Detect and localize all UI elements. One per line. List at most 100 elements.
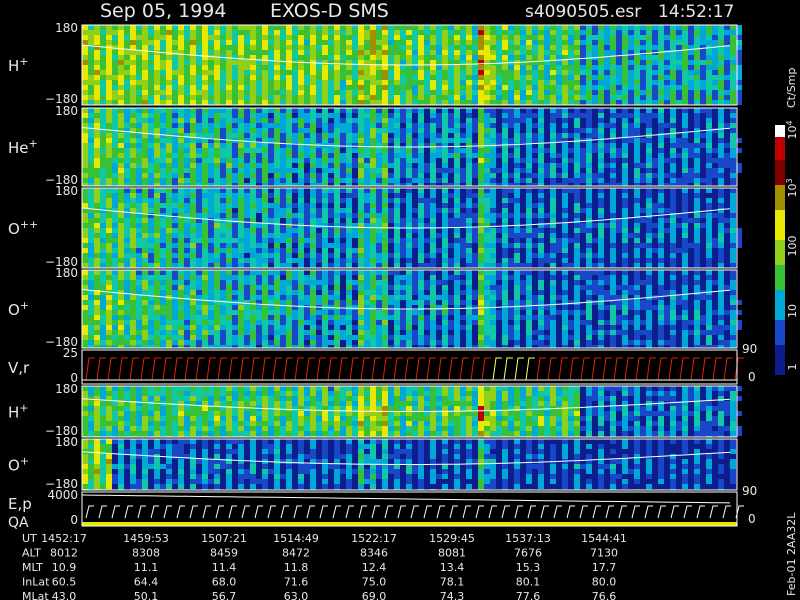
spectrogram-cell: [208, 330, 214, 335]
spectrogram-cell: [382, 183, 388, 186]
spectrogram-cell: [736, 30, 742, 35]
spectrogram-cell: [316, 90, 322, 95]
spectrogram-cell: [106, 258, 112, 263]
spectrogram-cell: [730, 203, 736, 208]
spectrogram-cell: [196, 108, 202, 113]
spectrogram-cell: [124, 65, 130, 70]
spectrogram-cell: [328, 228, 334, 233]
spectrogram-cell: [316, 158, 322, 163]
spectrogram-cell: [658, 193, 664, 198]
spectrogram-cell: [730, 113, 736, 118]
spectrogram-cell: [106, 80, 112, 85]
spectrogram-cell: [466, 148, 472, 153]
spectrogram-cell: [208, 305, 214, 310]
spectrogram-cell: [490, 188, 496, 193]
spectrogram-cell: [202, 158, 208, 163]
spectrogram-cell: [94, 128, 100, 133]
spectrogram-cell: [82, 178, 88, 183]
spectrogram-cell: [178, 203, 184, 208]
spectrogram-cell: [328, 163, 334, 168]
spectrogram-cell: [556, 60, 562, 65]
spectrogram-cell: [364, 183, 370, 186]
spectrogram-cell: [178, 213, 184, 218]
spectrogram-cell: [238, 263, 244, 268]
spectrogram-cell: [346, 173, 352, 178]
spectrogram-cell: [526, 118, 532, 123]
spectrogram-cell: [220, 203, 226, 208]
spectrogram-cell: [382, 218, 388, 223]
spectrogram-cell: [646, 25, 652, 30]
spectrogram-cell: [262, 70, 268, 75]
spectrogram-cell: [118, 243, 124, 248]
spectrogram-cell: [358, 198, 364, 203]
spectrogram-cell: [460, 168, 466, 173]
spectrogram-cell: [358, 138, 364, 143]
spectrogram-cell: [322, 148, 328, 153]
spectrogram-cell: [160, 335, 166, 340]
spectrogram-cell: [250, 60, 256, 65]
spectrogram-cell: [676, 80, 682, 85]
spectrogram-cell: [694, 65, 700, 70]
spectrogram-cell: [112, 243, 118, 248]
spectrogram-cell: [82, 25, 88, 30]
spectrogram-cell: [490, 40, 496, 45]
spectrogram-cell: [418, 40, 424, 45]
spectrogram-cell: [196, 188, 202, 193]
spectrogram-cell: [148, 258, 154, 263]
spectrogram-cell: [298, 113, 304, 118]
spectrogram-cell: [718, 153, 724, 158]
spectrogram-cell: [118, 315, 124, 320]
spectrogram-cell: [388, 173, 394, 178]
spectrogram-cell: [502, 158, 508, 163]
spectrogram-cell: [508, 228, 514, 233]
spectrogram-cell: [670, 95, 676, 100]
spectrogram-cell: [340, 128, 346, 133]
spectrogram-cell: [250, 158, 256, 163]
spectrogram-cell: [490, 168, 496, 173]
spectrogram-cell: [466, 128, 472, 133]
spectrogram-cell: [88, 295, 94, 300]
spectrogram-cell: [352, 228, 358, 233]
spectrogram-cell: [280, 228, 286, 233]
spectrogram-cell: [334, 248, 340, 253]
spectrogram-cell: [220, 75, 226, 80]
spectrogram-cell: [286, 213, 292, 218]
spectrogram-cell: [394, 55, 400, 60]
spectrogram-cell: [196, 153, 202, 158]
pitch-angle-curve: [81, 44, 731, 66]
spectrogram-cell: [454, 55, 460, 60]
spectrogram-cell: [454, 113, 460, 118]
spectrogram-cell: [544, 253, 550, 258]
spectrogram-cell: [118, 45, 124, 50]
spectrogram-cell: [178, 183, 184, 186]
spectrogram-cell: [106, 123, 112, 128]
spectrogram-cell: [700, 133, 706, 138]
spectrogram-cell: [706, 25, 712, 30]
spectrogram-cell: [226, 238, 232, 243]
spectrogram-cell: [580, 158, 586, 163]
spectrogram-cell: [508, 258, 514, 263]
spectrogram-cell: [106, 95, 112, 100]
spectrogram-cell: [484, 188, 490, 193]
spectrogram-cell: [298, 253, 304, 258]
spectrogram-cell: [382, 45, 388, 50]
spectrogram-cell: [178, 173, 184, 178]
spectrogram-cell: [160, 65, 166, 70]
spectrogram-cell: [520, 168, 526, 173]
spectrogram-cell: [370, 148, 376, 153]
spectrogram-cell: [400, 153, 406, 158]
spectrogram-cell: [610, 30, 616, 35]
spectrogram-cell: [292, 148, 298, 153]
spectrogram-cell: [250, 25, 256, 30]
spectrogram-cell: [688, 243, 694, 248]
spectrogram-cell: [274, 173, 280, 178]
spectrogram-cell: [592, 70, 598, 75]
spectrogram-cell: [136, 280, 142, 285]
spectrogram-cell: [232, 113, 238, 118]
spectrogram-cell: [346, 203, 352, 208]
spectrogram-cell: [634, 243, 640, 248]
spectrogram-cell: [214, 253, 220, 258]
spectrogram-cell: [676, 45, 682, 50]
spectrogram-cell: [88, 25, 94, 30]
spectrogram-cell: [574, 45, 580, 50]
